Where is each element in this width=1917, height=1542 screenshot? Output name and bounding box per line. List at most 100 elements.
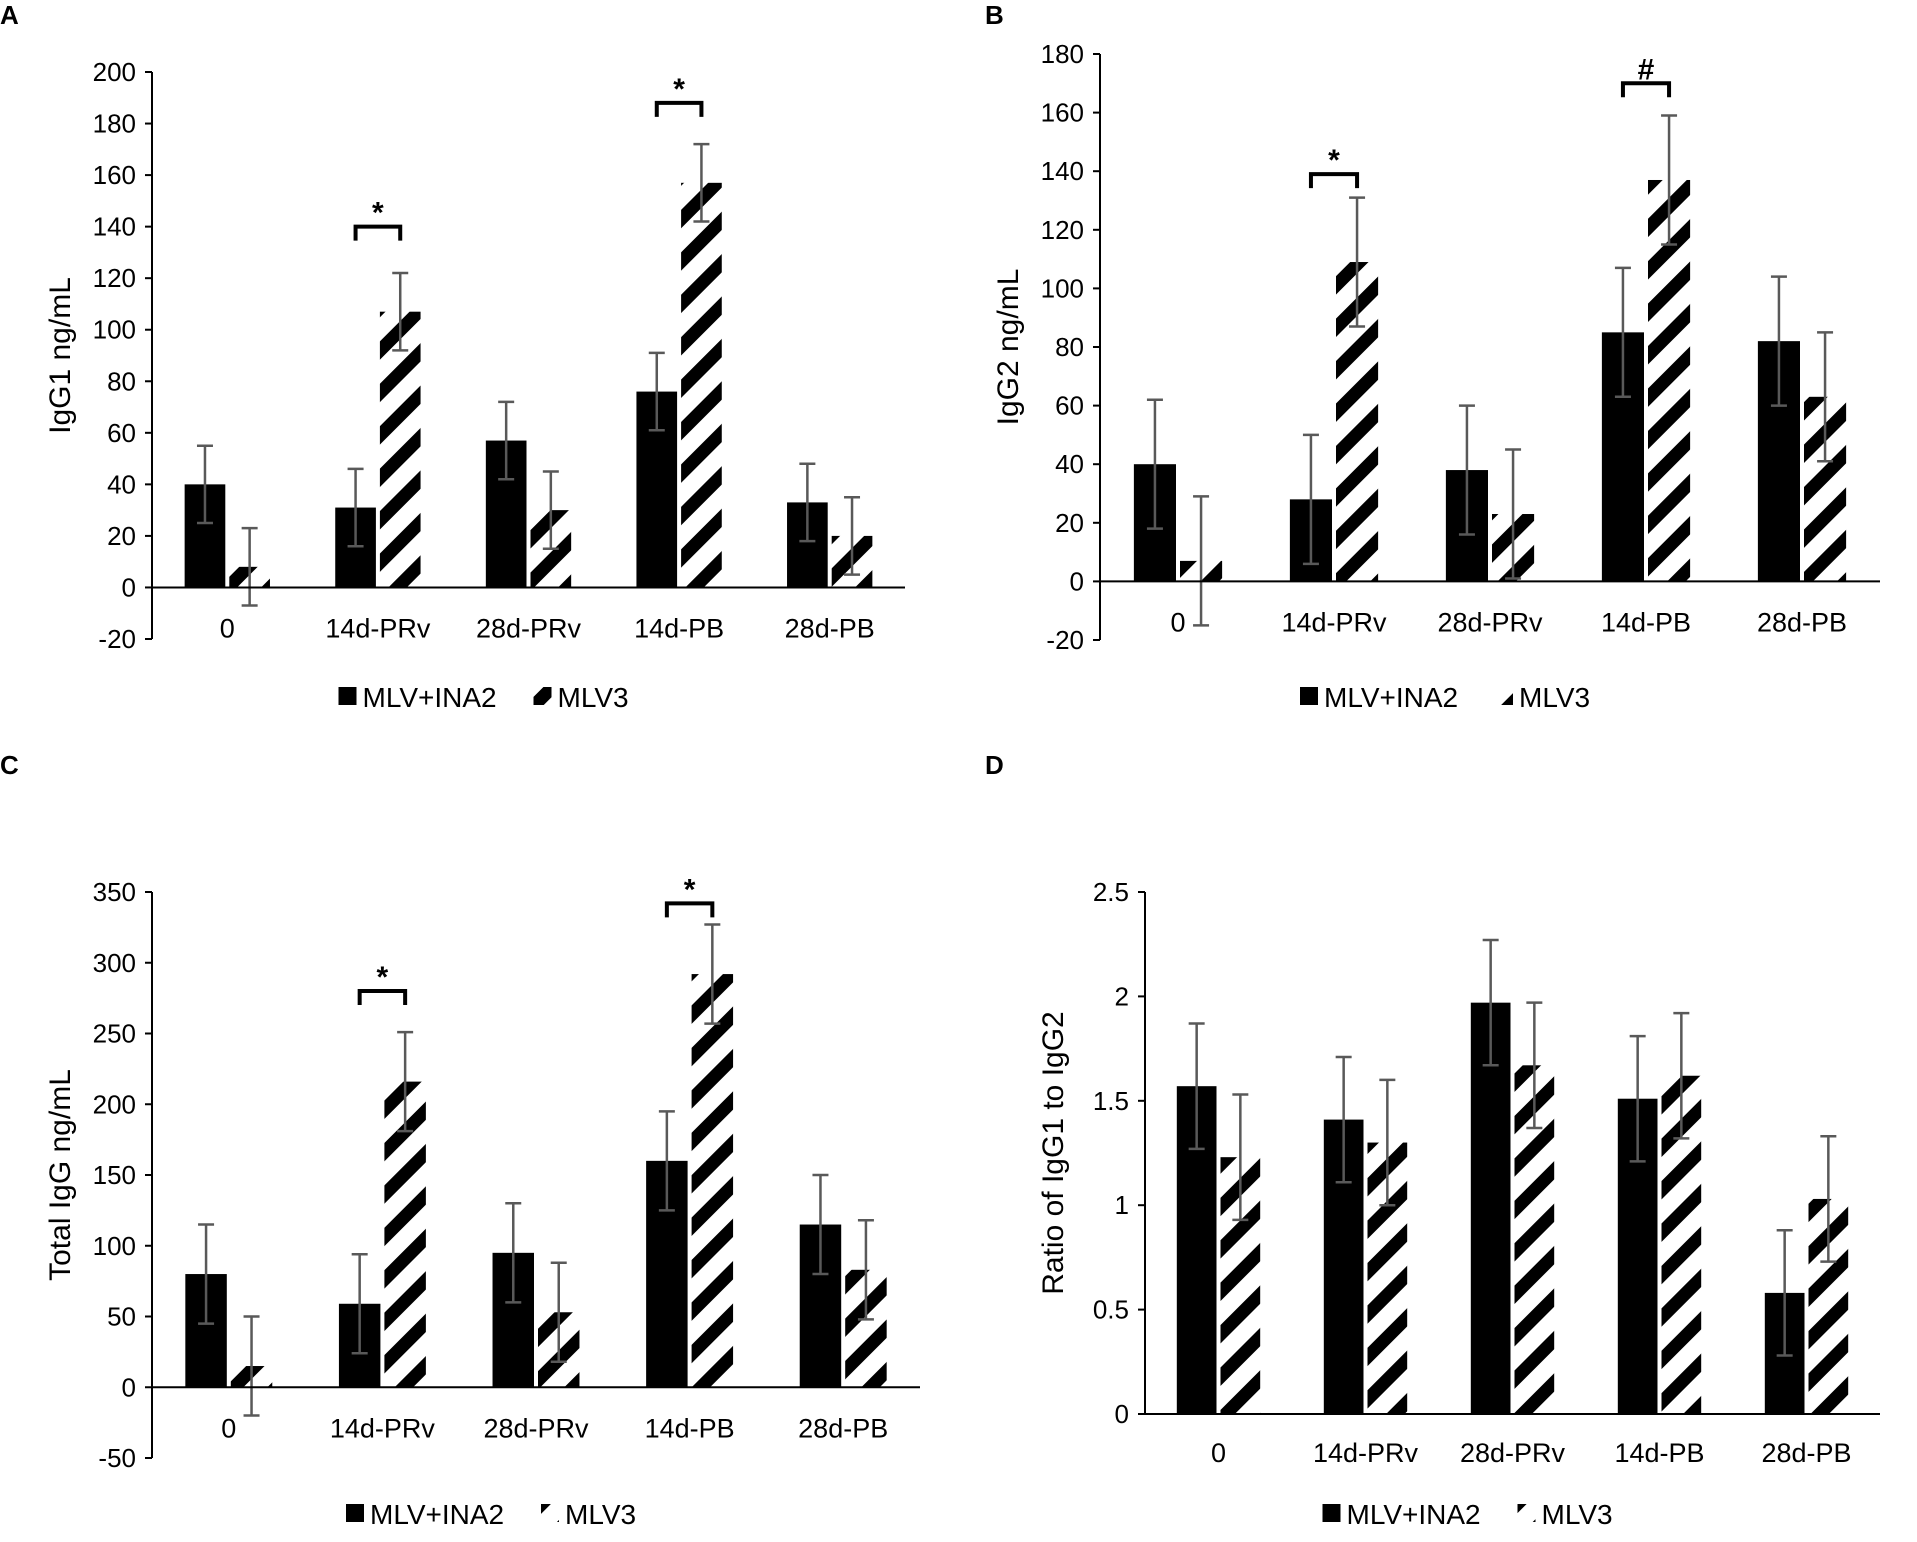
x-tick-label: 28d-PB — [1757, 607, 1847, 637]
significance-bracket — [357, 989, 408, 1006]
y-axis-title: IgG1 ng/mL — [44, 277, 77, 434]
y-tick-label: -20 — [1046, 625, 1084, 655]
y-axis-title: Ratio of IgG1 to IgG2 — [1037, 1011, 1070, 1295]
y-axis-title: IgG2 ng/mL — [992, 269, 1025, 426]
y-tick-label: 40 — [107, 469, 136, 499]
y-tick-label: 250 — [93, 1019, 136, 1049]
y-tick-label: 160 — [93, 160, 136, 190]
y-tick-label: 180 — [93, 109, 136, 139]
x-tick-label: 28d-PRv — [476, 613, 582, 643]
significance-symbol: * — [377, 961, 389, 994]
x-tick-label: 0 — [221, 1413, 236, 1443]
y-tick-label: 120 — [1041, 215, 1084, 245]
x-tick-label: 28d-PRv — [1460, 1438, 1566, 1468]
y-tick-label: 100 — [93, 1231, 136, 1261]
legend-label-mlv3: MLV3 — [558, 682, 629, 713]
legend-label-mlv3: MLV3 — [1519, 682, 1590, 713]
y-tick-label: 2.5 — [1093, 877, 1129, 907]
y-tick-label: -50 — [98, 1443, 136, 1473]
y-tick-label: 2 — [1115, 981, 1129, 1011]
y-tick-label: 120 — [93, 263, 136, 293]
bar-mlv3 — [681, 182, 722, 588]
y-tick-label: 350 — [93, 877, 136, 907]
y-tick-label: -20 — [98, 624, 136, 654]
x-tick-label: 28d-PB — [798, 1413, 888, 1443]
significance-symbol: * — [372, 197, 384, 230]
panel-label: C — [0, 750, 19, 780]
bar-mlv3 — [1648, 179, 1691, 582]
x-tick-label: 0 — [1170, 607, 1185, 637]
x-tick-label: 0 — [220, 613, 235, 643]
panel-label: B — [985, 0, 1004, 30]
y-tick-label: 0 — [122, 572, 136, 602]
x-tick-label: 28d-PRv — [483, 1413, 589, 1443]
bar-mlv3 — [691, 974, 734, 1388]
legend-label-mlv3: MLV3 — [1542, 1499, 1613, 1530]
legend-swatch-mlv-ina2 — [338, 687, 357, 705]
x-tick-label: 28d-PB — [1761, 1438, 1851, 1468]
y-tick-label: 0 — [1070, 566, 1084, 596]
panel-A: A -20 0 20 40 60 80 100 120 140 160 180 200 IgG1 ng/m… — [0, 0, 905, 713]
y-tick-label: 50 — [107, 1302, 136, 1332]
legend-label-mlv3: MLV3 — [565, 1499, 636, 1530]
significance-bracket — [1308, 172, 1360, 189]
bar-mlv-ina2 — [1470, 1002, 1511, 1414]
x-tick-label: 28d-PB — [785, 613, 875, 643]
y-tick-label: 180 — [1041, 39, 1084, 69]
x-tick-label: 14d-PRv — [330, 1413, 436, 1443]
significance-symbol: * — [684, 873, 696, 906]
panel-C: C -50 0 50 100 150 200 250 300 350 Total IgG ng/mL… — [0, 750, 920, 1530]
y-tick-label: 80 — [107, 366, 136, 396]
significance-bracket — [1620, 81, 1672, 98]
legend-swatch-mlv-ina2 — [346, 1504, 364, 1522]
panel-D: D 0 0.5 1 1.5 2 2.5 Ratio of IgG1 to IgG2 0 14d-P… — [985, 750, 1880, 1530]
y-tick-label: 0 — [1115, 1399, 1129, 1429]
significance-bracket — [664, 901, 715, 918]
x-tick-label: 14d-PB — [1601, 607, 1691, 637]
y-tick-label: 100 — [1041, 273, 1084, 303]
bar-mlv3 — [384, 1081, 426, 1388]
y-tick-label: 160 — [1041, 98, 1084, 128]
y-axis-title: Total IgG ng/mL — [44, 1069, 77, 1281]
panel-label: A — [0, 0, 19, 30]
y-tick-label: 200 — [93, 1089, 136, 1119]
x-tick-label: 14d-PB — [634, 613, 724, 643]
y-tick-label: 140 — [93, 212, 136, 242]
x-tick-label: 14d-PRv — [1281, 607, 1387, 637]
legend-label-mlv-ina2: MLV+INA2 — [363, 682, 497, 713]
legend-swatch-mlv3 — [533, 687, 552, 705]
panel-label: D — [985, 750, 1004, 780]
y-tick-label: 0 — [122, 1372, 136, 1402]
significance-bracket — [353, 224, 403, 241]
y-tick-label: 20 — [1055, 508, 1084, 538]
y-tick-label: 40 — [1055, 449, 1084, 479]
legend-label-mlv-ina2: MLV+INA2 — [370, 1499, 504, 1530]
x-tick-label: 14d-PRv — [325, 613, 431, 643]
y-tick-label: 140 — [1041, 156, 1084, 186]
x-tick-label: 14d-PB — [645, 1413, 735, 1443]
y-tick-label: 100 — [93, 315, 136, 345]
panel-B: B -20 0 20 40 60 80 100 120 140 160 180 IgG2 ng/mL 0 1… — [985, 0, 1880, 713]
legend-swatch-mlv3 — [1517, 1504, 1536, 1522]
x-tick-label: 0 — [1211, 1438, 1226, 1468]
legend-label-mlv-ina2: MLV+INA2 — [1324, 682, 1458, 713]
y-tick-label: 0.5 — [1093, 1295, 1129, 1325]
x-tick-label: 14d-PRv — [1313, 1438, 1419, 1468]
significance-symbol: * — [1328, 144, 1340, 177]
y-tick-label: 80 — [1055, 332, 1084, 362]
y-tick-label: 150 — [93, 1160, 136, 1190]
legend-swatch-mlv3 — [1495, 687, 1513, 705]
legend-swatch-mlv-ina2 — [1322, 1504, 1341, 1522]
bar-mlv3 — [379, 311, 421, 588]
y-tick-label: 1 — [1115, 1190, 1129, 1220]
legend-swatch-mlv3 — [541, 1504, 559, 1522]
y-tick-label: 20 — [107, 521, 136, 551]
y-tick-label: 300 — [93, 948, 136, 978]
legend-swatch-mlv-ina2 — [1300, 687, 1318, 705]
significance-symbol: # — [1638, 53, 1655, 86]
significance-bracket — [654, 100, 704, 117]
y-tick-label: 200 — [93, 57, 136, 87]
y-tick-label: 60 — [107, 418, 136, 448]
legend-label-mlv-ina2: MLV+INA2 — [1347, 1499, 1481, 1530]
